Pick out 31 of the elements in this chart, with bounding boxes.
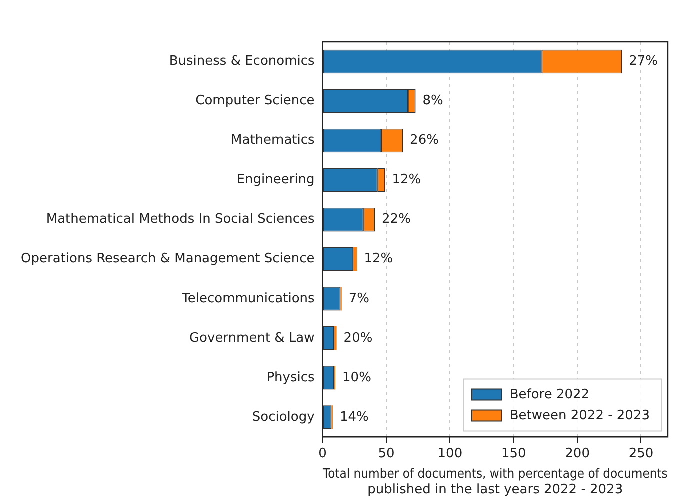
bar: [353, 248, 358, 272]
x-tick-label: 100: [438, 446, 463, 462]
y-tick-label: Operations Research & Management Science: [21, 252, 315, 267]
annotation: 12%: [392, 172, 422, 188]
y-tick-label: Computer Science: [196, 94, 315, 109]
annotation: 26%: [410, 133, 439, 148]
y-tick-label: Engineering: [236, 172, 315, 188]
y-tick-label: Business & Economics: [169, 54, 316, 70]
y-tick-label: Telecommunications: [181, 291, 316, 306]
annotation: 7%: [348, 291, 370, 306]
y-tick-label: Sociology: [252, 410, 316, 425]
y-tick-label: Mathematical Methods In Social Sciences: [46, 212, 316, 228]
annotation: 27%: [629, 54, 658, 70]
x-axis-title: Total number of documents, with percentage of documents published in the last years 2022 - 2023: [322, 466, 668, 498]
x-tick-label: 150: [501, 446, 526, 462]
y-tick-label: Government & Law: [189, 330, 316, 346]
y-tick-label: Physics: [266, 370, 316, 386]
annotation: 8%: [422, 94, 444, 109]
bar: [334, 326, 337, 350]
legend-label: Before 2022: [510, 388, 590, 403]
annotation: 12%: [364, 252, 394, 267]
annotation: 20%: [344, 330, 373, 346]
y-tick-label: Mathematics: [231, 133, 316, 148]
annotation: 22%: [382, 212, 411, 228]
x-tick-label: 50: [378, 446, 395, 462]
legend-label: Between 2022 - 2023: [510, 408, 650, 424]
x-tick-label: 0: [318, 446, 327, 462]
x-tick-label: 250: [628, 446, 654, 462]
annotation: 10%: [342, 370, 372, 386]
annotation: 14%: [340, 410, 369, 425]
x-tick-label: 200: [565, 446, 590, 462]
